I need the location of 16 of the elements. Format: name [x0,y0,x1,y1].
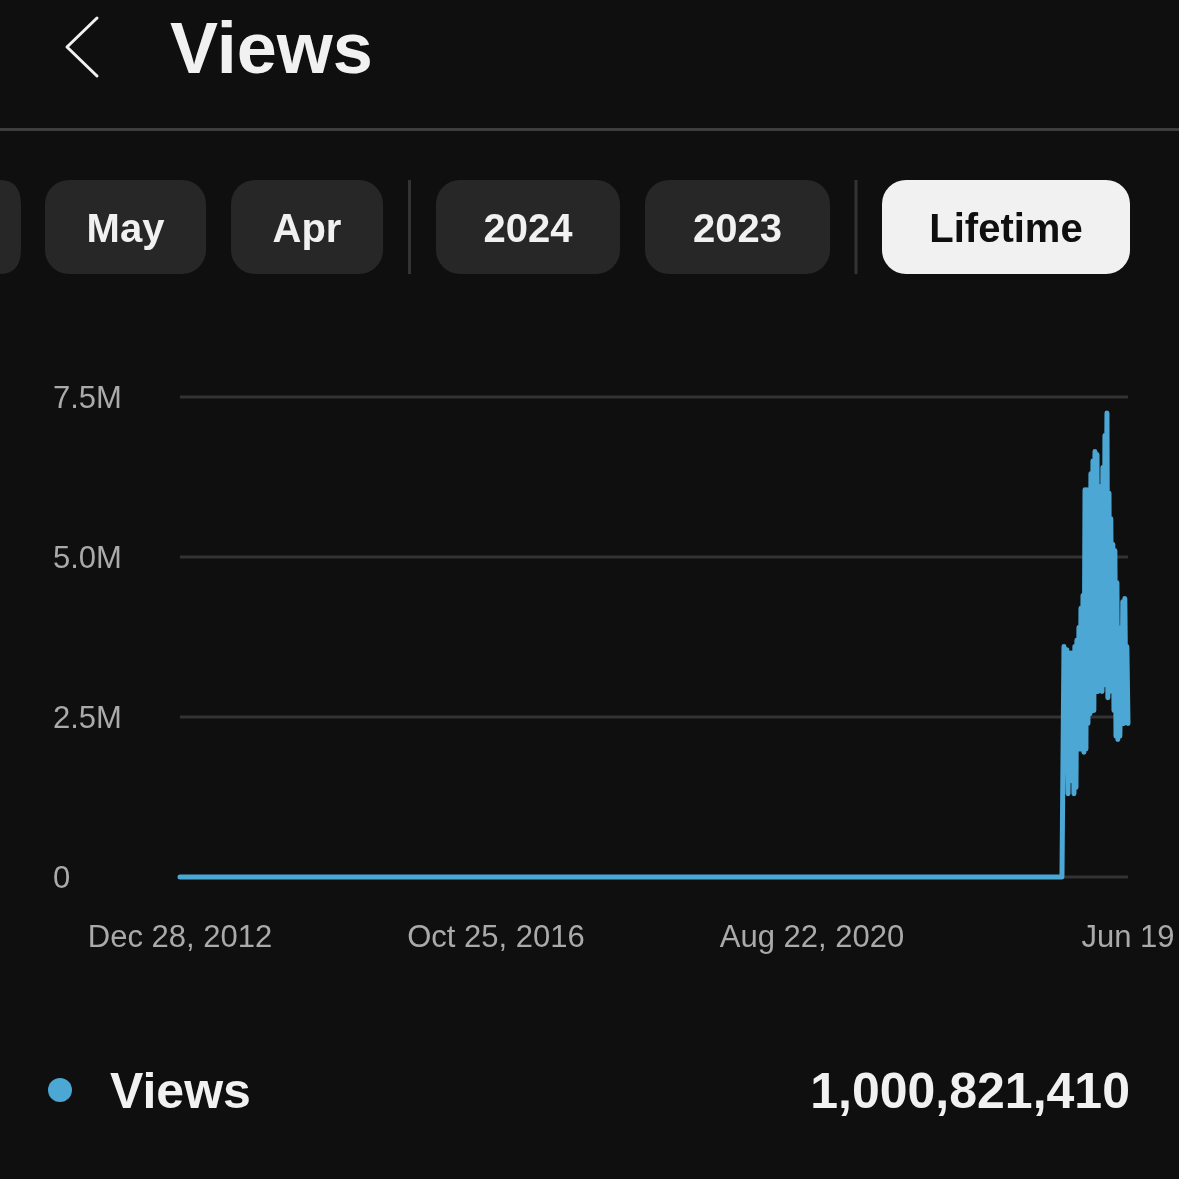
text: Apr [272,206,342,250]
text: May [86,206,166,250]
text: 1,000,821,410 [810,1062,1130,1119]
text: 2024 [483,206,574,250]
y-tick-label: 2.5M [53,700,122,736]
legend-label: Views [110,1062,251,1119]
x-tick-label: Jun 19 [1081,919,1175,954]
y-tick-label: 0 [53,860,71,896]
y-tick-label: 5.0M [53,540,122,576]
x-tick-label: Dec 28, 2012 [87,919,273,954]
x-tick-label: Oct 25, 2016 [407,919,585,954]
text: 2023 [693,206,782,250]
chart-title: Views [170,8,373,88]
text: Lifetime [929,206,1083,250]
y-tick-label: 7.5M [53,380,122,416]
x-tick-label: Aug 22, 2020 [719,919,905,954]
